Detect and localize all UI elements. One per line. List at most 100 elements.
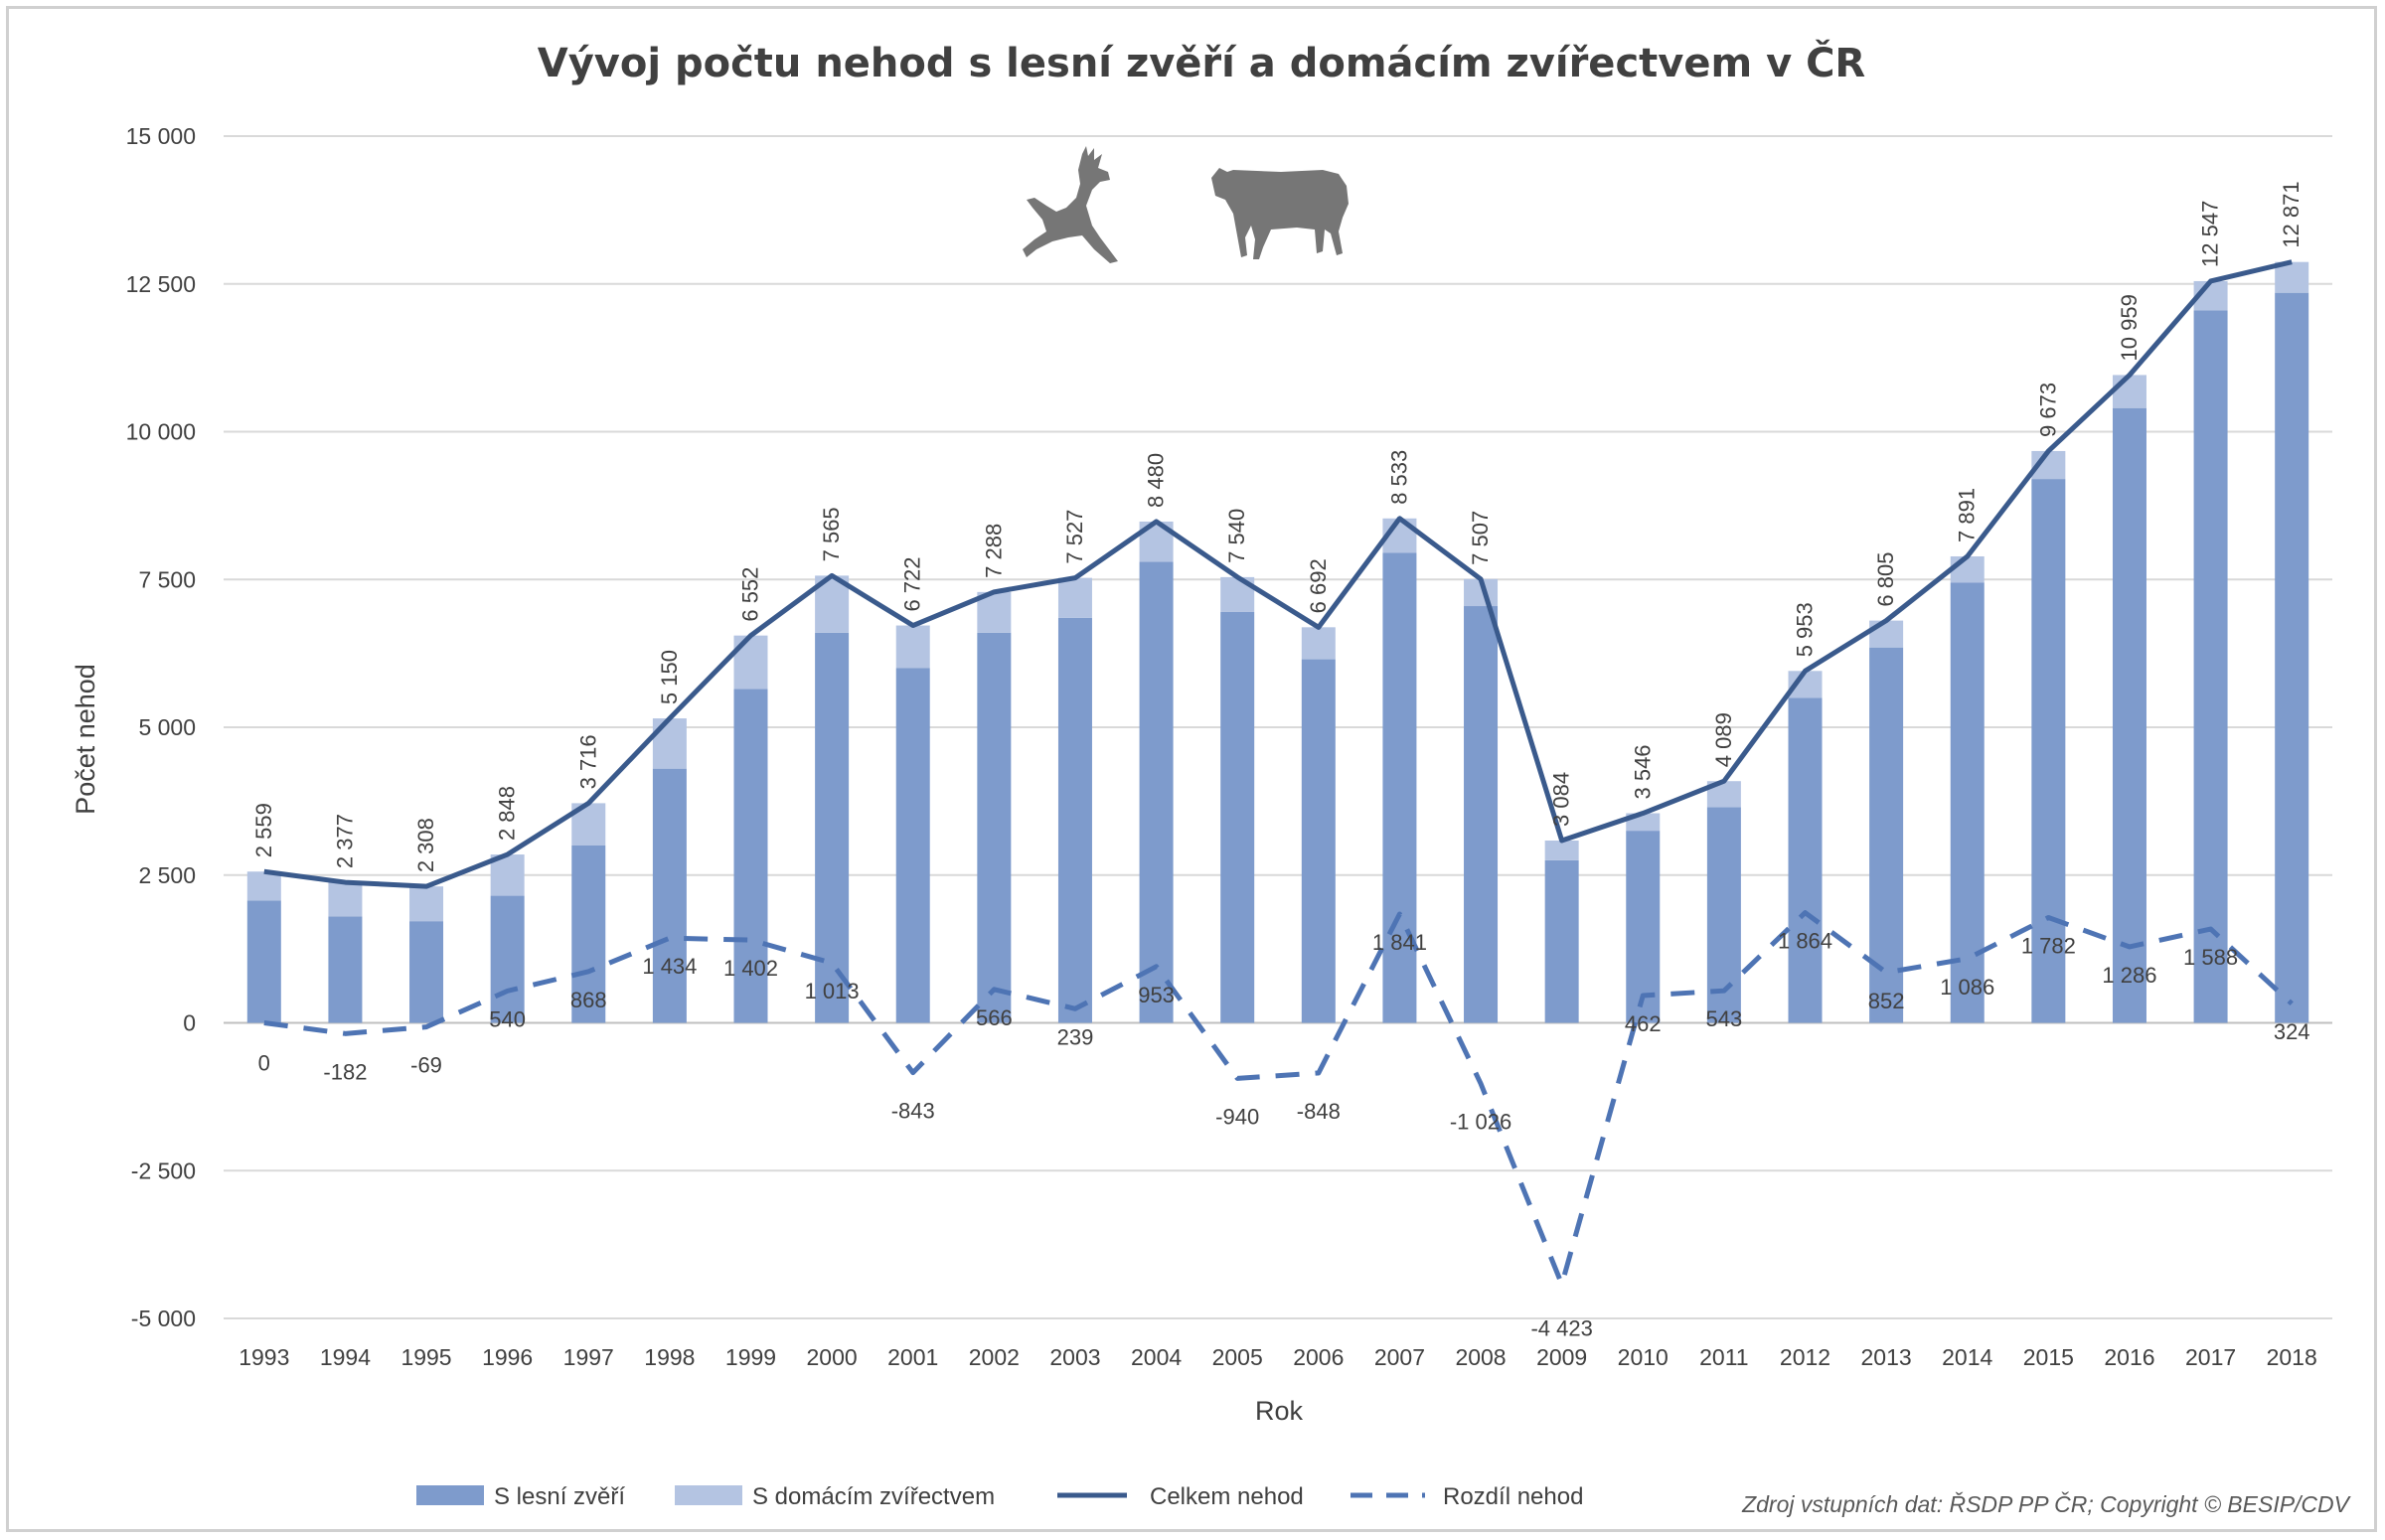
cow-icon [1211,168,1349,259]
bars [246,261,2309,1023]
bar-domestic [246,871,281,901]
label-total: 2 559 [251,803,276,857]
x-tick-label: 1997 [563,1344,614,1370]
x-tick-label: 2016 [2104,1344,2154,1370]
label-diff: 324 [2274,1019,2310,1044]
bar-domestic [1057,577,1092,618]
chart-svg: Vývoj počtu nehod s lesní zvěří a domácí… [71,39,2352,1517]
label-total: 5 953 [1793,602,1818,657]
bar-domestic [2112,375,2146,408]
bar-domestic [328,882,363,917]
bar-forest [1139,561,1174,1023]
bar-forest [1220,611,1255,1023]
x-tick-label: 2010 [1618,1344,1669,1370]
bar-forest [1950,582,1985,1023]
label-diff: -848 [1297,1099,1341,1124]
label-diff: 1 782 [2021,933,2076,958]
label-diff: -4 423 [1530,1316,1592,1341]
x-tick-label: 2018 [2267,1344,2317,1370]
bar-domestic [409,886,444,922]
x-tick-label: 2012 [1780,1344,1830,1370]
label-total: 3 546 [1630,744,1655,799]
x-tick-label: 2002 [969,1344,1020,1370]
label-total: 2 848 [495,786,520,841]
label-diff: 953 [1138,983,1175,1007]
legend: S lesní zvěří S domácím zvířectvem Celke… [416,1483,1583,1510]
x-tick-label: 1996 [482,1344,533,1370]
label-total: 7 507 [1468,511,1493,565]
x-tick-label: 1993 [238,1344,289,1370]
bar-domestic [652,718,687,769]
bar-forest [1626,831,1661,1023]
bar-forest [895,668,930,1023]
label-total: 3 716 [575,734,600,789]
label-diff: -69 [410,1053,442,1078]
bar-forest [2112,407,2146,1023]
x-tick-label: 2009 [1536,1344,1587,1370]
legend-swatch-forest [416,1485,484,1505]
label-total: 3 084 [1549,772,1574,827]
x-tick-label: 2013 [1861,1344,1912,1370]
bar-forest [1301,659,1336,1023]
y-tick-label: -5 000 [131,1306,196,1331]
y-tick-label: 7 500 [138,566,196,592]
x-tick-label: 2004 [1131,1344,1182,1370]
y-tick-label: 15 000 [126,123,196,149]
label-diff: -843 [891,1099,935,1124]
bar-forest [490,895,525,1023]
grid [224,135,2332,1319]
bar-forest [1706,807,1741,1023]
x-tick-label: 2000 [807,1344,858,1370]
label-total: 7 288 [981,524,1006,578]
chart-title: Vývoj počtu nehod s lesní zvěří a domácí… [538,39,1865,86]
line-diff [263,910,2294,1288]
bar-domestic [1301,627,1336,660]
x-tick-label: 2007 [1374,1344,1425,1370]
label-diff: 239 [1057,1024,1094,1049]
label-total: 6 552 [738,567,763,622]
x-tick-label: 1994 [320,1344,371,1370]
label-total: 8 480 [1144,453,1169,508]
label-total: 6 805 [1873,552,1898,607]
bar-forest [571,846,606,1023]
label-diff: -940 [1215,1104,1259,1129]
legend-label-diff: Rozdíl nehod [1443,1483,1583,1510]
x-tick-label: 2008 [1455,1344,1506,1370]
bar-domestic [895,625,930,669]
lines [263,259,2294,1288]
label-diff: 566 [976,1005,1013,1030]
label-diff: 1 013 [805,979,860,1003]
legend-label-total: Celkem nehod [1150,1483,1304,1510]
label-total: 12 871 [2279,181,2304,247]
x-tick-label: 2006 [1293,1344,1344,1370]
x-tick-label: 1999 [725,1344,776,1370]
label-diff: 1 864 [1778,929,1832,954]
y-tick-label: -2 500 [131,1157,196,1183]
label-total: 7 527 [1062,510,1087,564]
bar-domestic [1544,841,1579,860]
legend-label-domestic: S domácím zvířectvem [752,1483,995,1510]
x-tick-label: 1995 [400,1344,451,1370]
bar-domestic [1869,620,1904,648]
bar-forest [1544,859,1579,1023]
y-tick-label: 12 500 [126,271,196,297]
label-diff: 462 [1625,1011,1662,1036]
bar-forest [815,632,850,1023]
x-tick-label: 2017 [2185,1344,2236,1370]
x-tick-label: 2005 [1212,1344,1263,1370]
bar-forest [246,900,281,1023]
bar-domestic [1950,555,1985,583]
bar-forest [652,768,687,1023]
bar-forest [2275,292,2309,1023]
label-total: 2 308 [413,818,438,872]
label-diff: 543 [1706,1006,1743,1031]
y-tick-label: 5 000 [138,714,196,740]
bar-forest [1464,606,1499,1023]
label-total: 5 150 [657,650,682,704]
y-axis-title: Počet nehod [71,664,100,815]
label-total: 10 959 [2117,294,2142,361]
y-tick-label: 2 500 [138,862,196,888]
y-tick-label: 10 000 [126,419,196,445]
bar-forest [2193,310,2228,1023]
label-diff: 1 086 [1940,975,1994,1000]
